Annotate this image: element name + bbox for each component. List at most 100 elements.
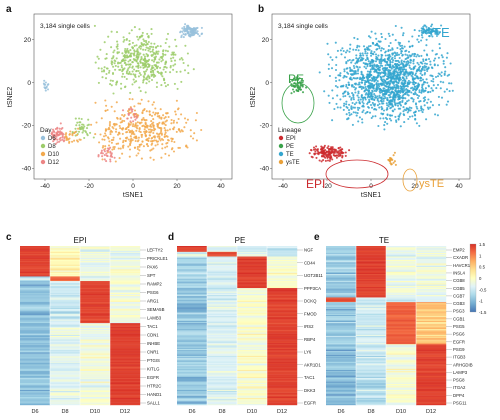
heatmap-cell — [177, 396, 208, 399]
heatmap-cell — [110, 307, 141, 310]
heatmap-cell — [386, 302, 417, 304]
heatmap-cell — [386, 344, 417, 346]
heatmap-cell — [416, 348, 447, 351]
heatmap-cell — [177, 296, 208, 298]
heatmap-cell — [356, 392, 387, 394]
data-point-d8 — [116, 80, 119, 83]
data-point-te — [346, 118, 349, 121]
gene-label: EGFR — [147, 375, 159, 380]
data-point-epi — [324, 159, 327, 162]
heatmap-cell — [326, 332, 357, 334]
heatmap-cell — [50, 279, 81, 282]
heatmap-cell — [326, 359, 357, 361]
heatmap-cell — [386, 297, 417, 299]
data-point-d8 — [107, 71, 111, 74]
data-point-d10 — [108, 124, 111, 127]
heatmap-cell — [50, 306, 81, 309]
data-point-te — [393, 66, 396, 69]
data-point-te — [418, 89, 421, 92]
heatmap-cell — [50, 291, 81, 293]
heatmap-cell — [20, 263, 51, 265]
data-point-te — [445, 103, 448, 106]
heatmap-cell — [416, 334, 447, 337]
data-point-te — [440, 54, 443, 57]
data-point-d10 — [166, 129, 169, 132]
heatmap-cell — [110, 364, 141, 366]
heatmap-cell — [177, 254, 208, 256]
heatmap-cell — [110, 261, 141, 263]
data-point-te — [339, 85, 343, 88]
heatmap-cell — [416, 355, 447, 358]
data-point-d10 — [98, 141, 101, 144]
data-point-te — [359, 98, 362, 101]
heatmap-cell — [80, 327, 111, 330]
heatmap-cell — [416, 249, 447, 251]
heatmap-cell — [356, 357, 387, 359]
heatmap-cell — [50, 293, 81, 296]
heatmap-cell — [326, 400, 357, 402]
data-point-te — [370, 58, 373, 62]
heatmap-cell — [416, 385, 447, 387]
heatmap-cell — [237, 371, 268, 373]
data-point-te — [429, 63, 432, 66]
heatmap-cell — [267, 260, 298, 262]
data-point-d10 — [140, 157, 143, 160]
data-point-te — [385, 82, 388, 85]
data-point-d8 — [156, 65, 159, 68]
heatmap-cell — [110, 306, 141, 309]
data-point-te — [331, 58, 334, 61]
heatmap-cell — [20, 318, 51, 320]
data-point-d8 — [164, 53, 167, 56]
data-point-te — [350, 113, 353, 116]
data-point-te — [401, 99, 404, 102]
data-point-d10 — [155, 139, 158, 142]
data-point-te — [435, 87, 438, 90]
data-point-epi — [329, 157, 332, 161]
heatmap-cell — [110, 365, 141, 367]
data-point-te — [379, 117, 382, 120]
heatmap-cell — [177, 353, 208, 355]
data-point-te — [414, 91, 417, 94]
heatmap-cell — [20, 333, 51, 336]
heatmap-cell — [110, 396, 141, 399]
gene-label: EMP2 — [453, 248, 465, 253]
scatter-points-b — [288, 23, 454, 166]
data-point-d10 — [151, 103, 154, 106]
gene-label: LAMB3 — [147, 316, 162, 321]
heatmap-cell — [356, 310, 387, 312]
heatmap-cell — [110, 376, 141, 379]
heatmap-cell — [207, 254, 238, 256]
data-point-d6 — [183, 27, 187, 30]
heatmap-cell — [237, 255, 268, 257]
heatmap-cell — [416, 333, 447, 336]
heatmap-cell — [326, 330, 357, 332]
heatmap-cell — [80, 278, 111, 281]
heatmap-cell — [237, 347, 268, 350]
heatmap-cell — [80, 307, 111, 310]
data-point-d8 — [125, 72, 128, 75]
heatmap-cell — [356, 327, 387, 330]
data-point-te — [339, 98, 342, 101]
data-point-d8 — [143, 70, 146, 73]
data-point-te — [387, 89, 391, 92]
heatmap-cell — [207, 381, 238, 383]
data-point-te — [384, 80, 387, 83]
data-point-te — [356, 44, 359, 47]
heatmap-cell — [177, 348, 208, 351]
heatmap-cell — [267, 360, 298, 362]
data-point-d8 — [125, 70, 128, 73]
data-point-d10 — [118, 131, 121, 134]
heatmap-cell — [80, 326, 111, 329]
data-point-te — [346, 49, 349, 52]
data-point-te — [420, 79, 423, 82]
data-point-te — [337, 74, 340, 77]
gene-label: ARHGDIB — [453, 362, 473, 367]
heatmap-cell — [237, 387, 268, 389]
heatmap-cell — [110, 358, 141, 360]
plot-frame-a — [33, 13, 233, 180]
heatmap-cell — [237, 358, 268, 360]
data-point-te — [330, 67, 334, 70]
heatmap-cell — [356, 309, 387, 311]
data-point-te — [369, 103, 373, 107]
column-label: D10 — [396, 409, 406, 415]
